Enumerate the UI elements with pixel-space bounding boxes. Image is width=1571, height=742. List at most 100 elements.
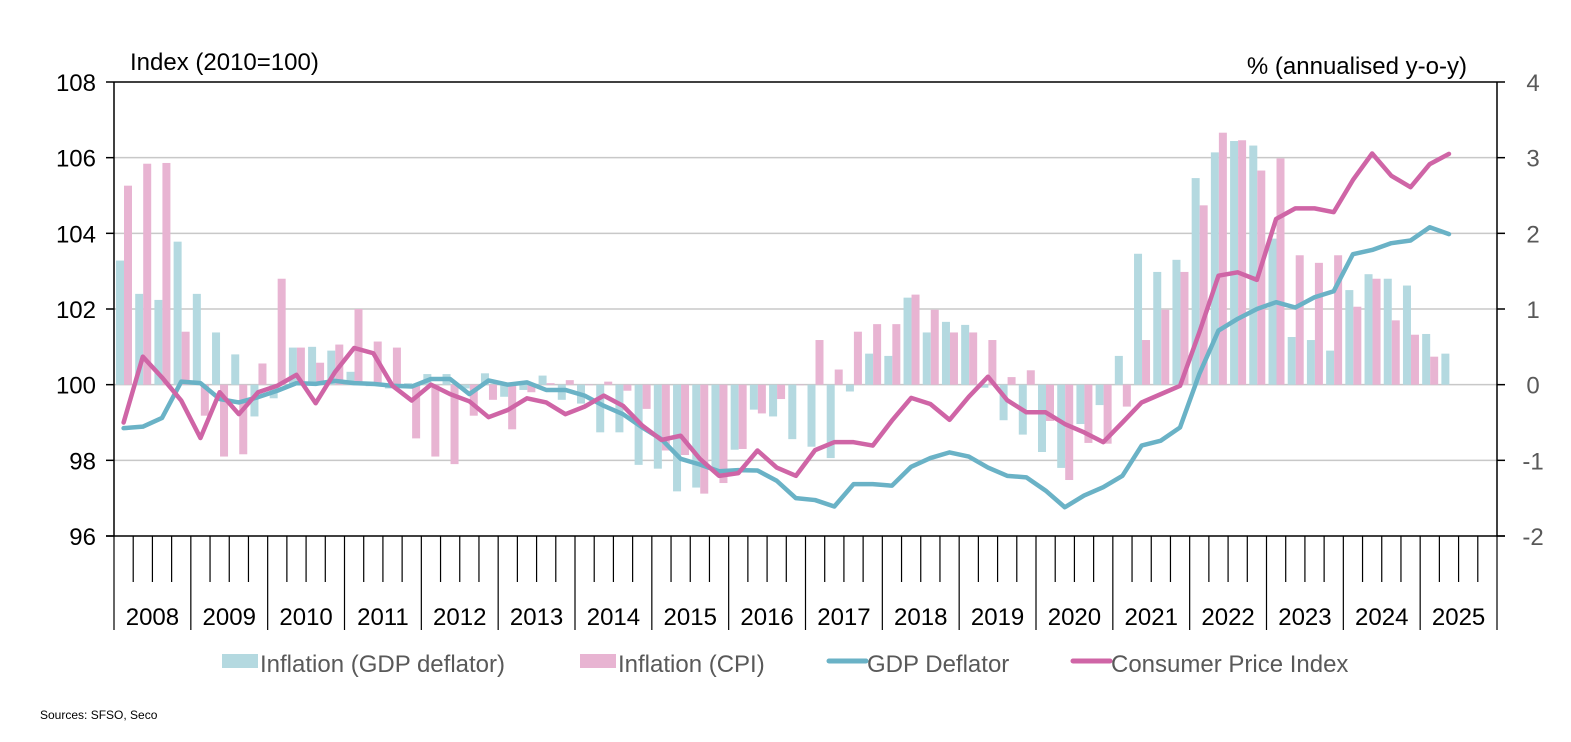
bar-cpi-inflation bbox=[1334, 255, 1343, 385]
gridlines bbox=[114, 156, 1497, 462]
year-label: 2008 bbox=[126, 604, 179, 631]
bar-cpi-inflation bbox=[661, 384, 670, 451]
legend-label-cpi-bar[interactable]: Inflation (CPI) bbox=[618, 651, 765, 678]
right-tick-label: 0 bbox=[1526, 373, 1539, 400]
bar-cpi-inflation bbox=[700, 384, 709, 494]
bar-gdp-deflator-inflation bbox=[461, 384, 470, 389]
right-tick-label: 4 bbox=[1526, 70, 1539, 97]
bar-cpi-inflation bbox=[719, 384, 728, 484]
bar-gdp-deflator-inflation bbox=[999, 384, 1008, 421]
bar-cpi-inflation bbox=[1142, 340, 1151, 385]
bar-cpi-inflation bbox=[527, 384, 536, 393]
bar-cpi-inflation bbox=[565, 380, 574, 385]
bar-cpi-inflation bbox=[1276, 158, 1285, 385]
bar-cpi-inflation bbox=[623, 384, 632, 391]
year-label: 2024 bbox=[1355, 604, 1408, 631]
year-label: 2010 bbox=[279, 604, 332, 631]
bar-cpi-inflation bbox=[681, 384, 690, 456]
bar-gdp-deflator-inflation bbox=[826, 384, 835, 459]
bar-cpi-inflation bbox=[777, 384, 786, 400]
bar-gdp-deflator-inflation bbox=[1287, 336, 1296, 385]
bar-gdp-deflator-inflation bbox=[116, 260, 124, 385]
bar-gdp-deflator-inflation bbox=[1402, 285, 1411, 385]
bar-cpi-inflation bbox=[1410, 334, 1419, 385]
bar-cpi-inflation bbox=[296, 347, 305, 385]
bar-gdp-deflator-inflation bbox=[596, 384, 605, 433]
line-consumer-price-index bbox=[121, 151, 1452, 479]
year-label: 2021 bbox=[1125, 604, 1178, 631]
bar-cpi-inflation bbox=[431, 384, 440, 457]
right-tick-label: 3 bbox=[1526, 146, 1539, 173]
bar-cpi-inflation bbox=[834, 369, 843, 385]
bar-cpi-inflation bbox=[1430, 356, 1439, 385]
right-tick-label: 1 bbox=[1526, 297, 1539, 324]
left-tick-label: 100 bbox=[56, 373, 96, 400]
left-tick-label: 104 bbox=[56, 221, 96, 248]
bar-cpi-inflation bbox=[1295, 255, 1304, 385]
bar-cpi-inflation bbox=[892, 324, 901, 385]
bar-cpi-inflation bbox=[604, 381, 613, 385]
bar-cpi-inflation bbox=[853, 331, 862, 385]
left-axis-ticks: 96 98 100 102 104 106 108 bbox=[56, 70, 114, 551]
legend-label-gdp-line[interactable]: GDP Deflator bbox=[867, 651, 1009, 678]
bar-gdp-deflator-inflation bbox=[500, 384, 509, 397]
bar-gdp-deflator-inflation bbox=[941, 321, 950, 385]
bars bbox=[116, 132, 1450, 494]
bar-gdp-deflator-inflation bbox=[173, 241, 182, 385]
year-label: 2017 bbox=[817, 604, 870, 631]
bar-cpi-inflation bbox=[1103, 384, 1112, 444]
bar-gdp-deflator-inflation bbox=[788, 384, 797, 440]
bar-gdp-deflator-inflation bbox=[192, 293, 201, 385]
bar-cpi-inflation bbox=[200, 384, 209, 416]
bar-gdp-deflator-inflation bbox=[980, 384, 989, 388]
bar-cpi-inflation bbox=[354, 309, 363, 385]
year-label: 2015 bbox=[664, 604, 717, 631]
bar-cpi-inflation bbox=[796, 384, 805, 386]
bar-cpi-inflation bbox=[911, 294, 920, 385]
bar-cpi-inflation bbox=[124, 185, 132, 385]
bar-cpi-inflation bbox=[143, 163, 152, 385]
bar-gdp-deflator-inflation bbox=[1057, 384, 1066, 468]
bar-cpi-inflation bbox=[1084, 384, 1093, 443]
bar-cpi-inflation bbox=[1046, 384, 1054, 421]
bar-gdp-deflator-inflation bbox=[538, 375, 547, 385]
bar-gdp-deflator-inflation bbox=[404, 383, 413, 385]
bar-cpi-inflation bbox=[239, 384, 248, 455]
year-label: 2016 bbox=[740, 604, 793, 631]
year-label: 2020 bbox=[1048, 604, 1101, 631]
bar-gdp-deflator-inflation bbox=[1038, 384, 1046, 453]
left-tick-label: 98 bbox=[69, 448, 96, 475]
legend: Inflation (GDP deflator) Inflation (CPI)… bbox=[222, 651, 1348, 678]
line-gdp-deflator bbox=[121, 225, 1452, 510]
source-note: Sources: SFSO, Seco bbox=[40, 708, 158, 722]
bar-cpi-inflation bbox=[1180, 271, 1189, 385]
bar-gdp-deflator-inflation bbox=[1249, 145, 1258, 385]
bar-gdp-deflator-inflation bbox=[1172, 259, 1181, 385]
bar-gdp-deflator-inflation bbox=[711, 384, 720, 471]
bar-gdp-deflator-inflation bbox=[1114, 355, 1123, 385]
bar-cpi-inflation bbox=[949, 332, 958, 385]
bar-gdp-deflator-inflation bbox=[1076, 384, 1085, 425]
bar-gdp-deflator-inflation bbox=[308, 346, 317, 385]
bar-gdp-deflator-inflation bbox=[1306, 340, 1315, 385]
bar-cpi-inflation bbox=[1161, 309, 1170, 385]
legend-label-gdp-bar[interactable]: Inflation (GDP deflator) bbox=[260, 651, 505, 678]
bar-gdp-deflator-inflation bbox=[807, 384, 816, 447]
bar-cpi-inflation bbox=[181, 331, 190, 385]
bar-gdp-deflator-inflation bbox=[749, 384, 758, 410]
bar-gdp-deflator-inflation bbox=[154, 299, 163, 385]
bar-cpi-inflation bbox=[1238, 140, 1247, 385]
bar-cpi-inflation bbox=[1218, 132, 1227, 385]
bar-gdp-deflator-inflation bbox=[135, 293, 144, 385]
bar-gdp-deflator-inflation bbox=[1153, 271, 1162, 385]
bar-cpi-inflation bbox=[412, 384, 421, 439]
bar-cpi-inflation bbox=[392, 347, 401, 385]
bar-cpi-inflation bbox=[469, 384, 478, 416]
legend-marker-gdp-bar bbox=[222, 654, 258, 668]
bar-cpi-inflation bbox=[1007, 377, 1016, 385]
legend-label-cpi-line[interactable]: Consumer Price Index bbox=[1111, 651, 1348, 678]
bar-gdp-deflator-inflation bbox=[1383, 278, 1392, 385]
left-tick-label: 96 bbox=[69, 524, 96, 551]
left-tick-label: 106 bbox=[56, 146, 96, 173]
